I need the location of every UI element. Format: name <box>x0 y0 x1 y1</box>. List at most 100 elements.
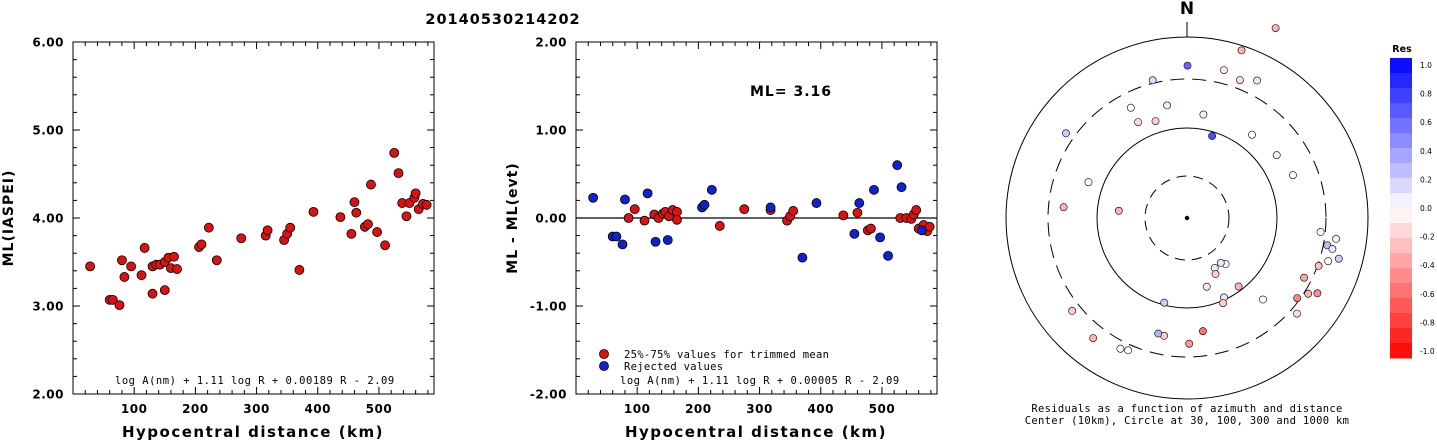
colorbar-cell <box>1390 58 1412 74</box>
y-tick-label: -1.00 <box>530 300 567 314</box>
station-point <box>1293 309 1301 318</box>
station-point <box>1183 61 1192 70</box>
x-tick-label: 300 <box>746 402 773 416</box>
legend: 25%-75% values for trimmed mean Rejected… <box>599 349 829 373</box>
colorbar-cell <box>1390 193 1412 209</box>
colorbar-cell <box>1390 133 1412 149</box>
colorbar-tick-label: 0.0 <box>1420 204 1432 213</box>
data-point <box>672 214 682 225</box>
data-point <box>642 188 653 199</box>
data-point <box>838 210 849 221</box>
colorbar-title: Res <box>1392 44 1412 55</box>
colorbar-cell <box>1390 298 1412 314</box>
data-point <box>107 294 118 305</box>
data-point <box>662 235 673 245</box>
station-point <box>1151 117 1160 125</box>
data-point <box>285 222 296 233</box>
data-point <box>372 227 382 237</box>
x-tick-label: 300 <box>243 402 270 416</box>
data-points <box>588 160 935 263</box>
data-point <box>588 192 599 203</box>
legend-marker-rejected <box>599 361 609 371</box>
station-point <box>1068 306 1077 315</box>
data-point <box>620 194 630 205</box>
legend-marker-trimmed <box>599 349 609 359</box>
data-point <box>811 198 822 208</box>
y-axis-label: ML(IASPEI) <box>1 170 17 267</box>
data-point <box>117 255 127 266</box>
data-point <box>924 221 935 232</box>
station-point <box>1134 118 1142 126</box>
data-point <box>875 232 885 243</box>
axis-ticks: 100 200 300 400 500 2.00 3.00 4.00 5.00 6.00 <box>32 36 434 416</box>
plot-frame <box>72 41 435 395</box>
data-point <box>852 207 863 218</box>
caption-line-2: Center (10km), Circle at 30, 100, 300 an… <box>1025 415 1349 427</box>
data-point <box>203 222 214 233</box>
data-point <box>389 147 400 158</box>
station-point <box>1253 76 1261 85</box>
colorbar-cell <box>1390 178 1412 194</box>
colorbar-cell <box>1390 88 1412 104</box>
station-point <box>1248 130 1256 139</box>
station-point <box>1271 24 1280 32</box>
data-point <box>172 264 182 274</box>
x-tick-label: 500 <box>869 402 896 416</box>
data-point <box>139 243 150 253</box>
colorbar-tick-label: -1.0 <box>1420 347 1435 356</box>
station-point <box>1314 261 1323 270</box>
colorbar-cell <box>1390 163 1412 179</box>
legend-label-rejected: Rejected values <box>624 361 723 373</box>
formula-annotation: log A(nm) + 1.11 log R + 0.00189 R - 2.0… <box>115 375 395 387</box>
colorbar-cell <box>1390 73 1412 89</box>
station-point <box>1313 289 1322 298</box>
data-point <box>393 168 404 179</box>
station-point <box>1199 327 1207 336</box>
data-point <box>410 188 421 199</box>
data-points <box>85 147 432 311</box>
colorbar-tick-label: -0.2 <box>1420 233 1435 242</box>
data-point <box>136 270 147 281</box>
station-point <box>1160 298 1169 307</box>
station-point <box>1236 76 1244 84</box>
colorbar-cell <box>1390 103 1412 119</box>
data-point <box>797 252 808 263</box>
x-tick-label: 200 <box>182 402 209 416</box>
data-point <box>866 223 876 234</box>
data-point <box>363 219 373 230</box>
north-label: N <box>1180 0 1194 19</box>
y-tick-label: 5.00 <box>32 124 64 138</box>
station-point <box>1126 103 1135 112</box>
y-tick-label: 0.00 <box>535 212 567 226</box>
formula-annotation: log A(nm) + 1.11 log R + 0.00005 R - 2.0… <box>620 375 900 387</box>
station-point <box>1332 234 1340 243</box>
colorbar-cell <box>1390 343 1412 359</box>
colorbar-tick-label: -0.6 <box>1420 290 1435 299</box>
data-point <box>349 197 360 208</box>
data-point <box>849 228 860 239</box>
colorbar-cell <box>1390 118 1412 134</box>
data-point <box>854 198 865 208</box>
y-tick-label: 3.00 <box>32 300 64 314</box>
data-point <box>911 205 922 215</box>
station-point <box>1084 178 1093 187</box>
data-point <box>147 288 158 299</box>
x-tick-label: 500 <box>366 402 393 416</box>
y-axis-label: ML - ML(evt) <box>505 162 521 273</box>
data-point <box>629 204 640 215</box>
colorbar-tick-label: 0.8 <box>1420 90 1432 99</box>
data-point <box>421 199 432 210</box>
station-point <box>1324 257 1333 266</box>
station-point <box>1114 206 1123 215</box>
colorbar-cell <box>1390 268 1412 284</box>
data-point <box>401 211 412 222</box>
station-point <box>1199 110 1208 119</box>
data-point <box>236 233 247 244</box>
residual-colorbar: Res 1.0 0.8 0.6 0.4 0.2 0.0 -0.2 -0.4 -0.6 -0.8 -1… <box>1390 44 1435 359</box>
ml-distance-chart: 100 200 300 400 500 2.00 3.00 4.00 5.00 6.00 Hypo… <box>1 36 435 441</box>
ring-300km <box>1047 78 1327 358</box>
data-point <box>617 239 628 250</box>
colorbar-cell <box>1390 313 1412 329</box>
station-point <box>1259 295 1267 304</box>
station-point <box>1211 270 1220 278</box>
